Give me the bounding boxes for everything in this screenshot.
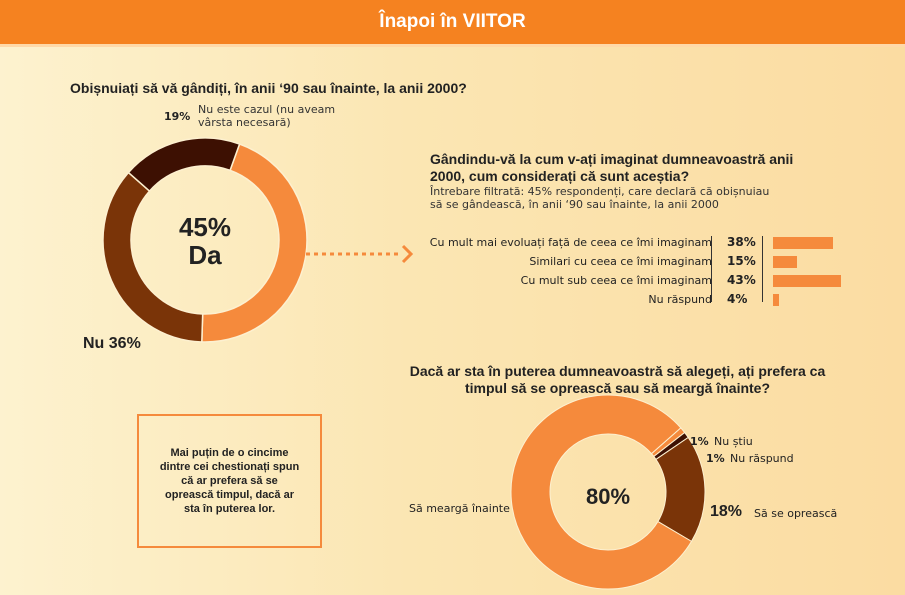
chart2-subtitle: Întrebare filtrată: 45% respondenți, car… [430,185,770,211]
bar-row: Nu răspund 4% [405,291,845,309]
callout-text: Mai puțin de o cincime dintre cei chesti… [159,447,300,515]
bar-value-label: 43% [727,273,756,287]
chart2-title: Gândindu-vă la cum v-ați imaginat dumnea… [430,151,794,184]
slice-value-stop: 18% [710,503,743,520]
slice-label-nu: Nu 36% [83,335,141,352]
donut-slice-nu-este-cazul-nu-aveam-v-rsta-necesar [127,137,241,193]
bar [773,256,797,268]
donut-slice-da [201,143,308,343]
bar [773,275,841,287]
bar-row: Similari cu ceea ce îmi imaginam 15% [405,253,845,271]
slice-label-not-applicable: Nu este cazul (nu aveam vârsta necesară) [198,103,336,129]
divider [762,236,763,302]
bar [773,294,780,306]
donut-slice-0 [510,394,693,590]
bar-category-label: Cu mult sub ceea ce îmi imaginam [520,274,712,287]
bar-category-label: Cu mult mai evoluați față de ceea ce îmi… [429,236,712,249]
donut1-center-label: Da [188,240,222,270]
slice-label-dont-know: Nu știu [714,435,753,448]
bar-row: Cu mult sub ceea ce îmi imaginam 43% [405,272,845,290]
bar-value-label: 15% [727,254,756,268]
slice-value-no-answer: 1% [706,452,725,465]
donut1-center-pct: 45% [178,212,232,242]
slice-label-19: 19% [164,110,191,123]
bar-row: Cu mult mai evoluați față de ceea ce îmi… [405,234,845,252]
slice-label-stop: Să se oprească [754,507,838,520]
bar-value-label: 4% [727,292,748,306]
bar-category-label: Similari cu ceea ce îmi imaginam [529,255,712,268]
slice-value-dont-know: 1% [690,435,709,448]
slice-label-no-answer: Nu răspund [730,452,794,465]
divider [711,236,712,302]
slice-label-forward: Să meargă înainte [409,502,510,515]
callout-note: Mai puțin de o cincime dintre cei chesti… [137,414,322,548]
bar-category-label: Nu răspund [648,293,712,306]
bar-value-label: 38% [727,235,756,249]
chart1-title: Obișnuiați să vă gândiți, în anii ‘90 sa… [70,80,467,96]
donut3-center-pct: 80% [585,484,631,509]
chart3-title: Dacă ar sta în puterea dumneavoastră să … [409,363,826,396]
page-title: Înapoi în VIITOR [0,0,905,47]
bar [773,237,834,249]
